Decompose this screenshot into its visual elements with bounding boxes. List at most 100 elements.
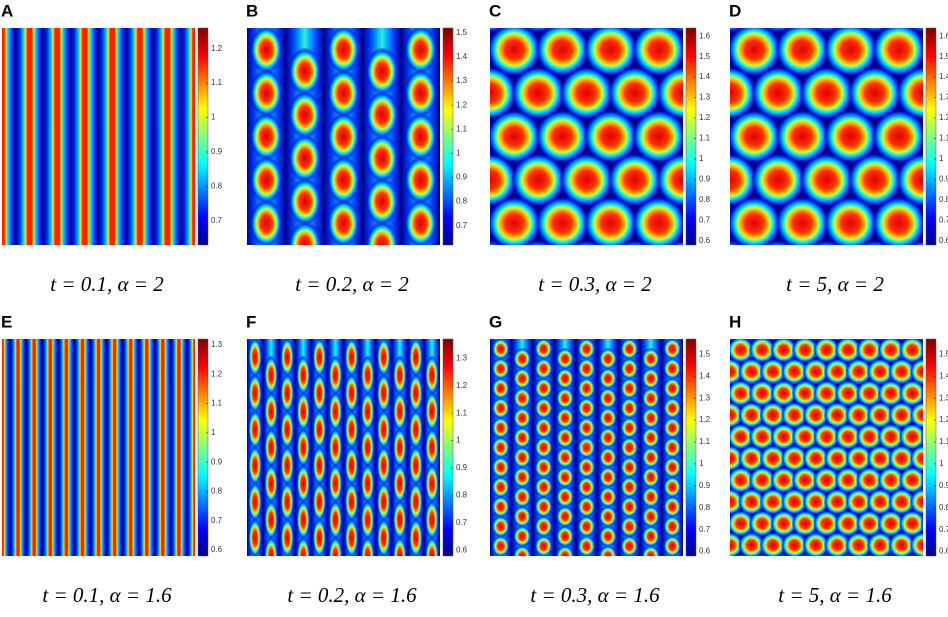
spot bbox=[909, 358, 923, 385]
spot bbox=[920, 341, 923, 358]
stripe bbox=[106, 339, 123, 556]
spot bbox=[296, 499, 311, 540]
spot bbox=[491, 397, 510, 419]
spot bbox=[781, 358, 808, 385]
spot bbox=[425, 355, 439, 396]
spot bbox=[280, 481, 294, 522]
spot bbox=[404, 199, 437, 245]
spot bbox=[409, 373, 423, 414]
spot bbox=[598, 466, 617, 488]
spot bbox=[765, 339, 781, 342]
spot bbox=[534, 456, 553, 479]
spot bbox=[631, 196, 683, 245]
spot bbox=[264, 355, 278, 396]
colorbar-tick-label: 1.4 bbox=[939, 72, 948, 81]
spot bbox=[620, 476, 639, 498]
panel-label: C bbox=[489, 1, 501, 20]
spot bbox=[535, 196, 590, 245]
colorbar-tick-label: 0.9 bbox=[456, 173, 468, 182]
spot bbox=[393, 391, 407, 432]
spot bbox=[250, 112, 283, 161]
spot bbox=[577, 456, 596, 479]
spot bbox=[738, 531, 765, 556]
spot bbox=[583, 109, 638, 164]
spot bbox=[920, 472, 923, 488]
spot bbox=[888, 531, 915, 556]
spot bbox=[583, 196, 638, 245]
colorbar-tick-label: 1.3 bbox=[939, 93, 948, 102]
colorbar-tick-label: 1.6 bbox=[699, 31, 711, 40]
colorbar-tick-label: 0.8 bbox=[699, 195, 711, 204]
spot bbox=[513, 407, 532, 429]
spot bbox=[511, 152, 566, 207]
spot bbox=[490, 153, 517, 207]
spot bbox=[534, 397, 553, 419]
spot bbox=[559, 152, 614, 207]
spot bbox=[425, 463, 439, 504]
spot bbox=[344, 409, 359, 450]
colorbar bbox=[442, 27, 454, 246]
spot bbox=[663, 339, 682, 360]
spot bbox=[365, 90, 399, 139]
spot bbox=[264, 536, 278, 556]
spot bbox=[775, 109, 830, 164]
spot bbox=[376, 373, 391, 414]
spot bbox=[845, 401, 872, 429]
spot bbox=[799, 152, 854, 207]
spot bbox=[775, 553, 792, 556]
heatmap bbox=[247, 28, 440, 245]
spot bbox=[620, 515, 639, 538]
caption: t = 0.1, α = 2 bbox=[50, 272, 164, 296]
colorbar-tick-label: 0.7 bbox=[456, 518, 468, 527]
spot bbox=[425, 391, 439, 432]
spot bbox=[856, 379, 883, 407]
spot bbox=[376, 445, 391, 486]
spot bbox=[556, 347, 575, 370]
colorbar bbox=[197, 27, 209, 246]
spot bbox=[856, 423, 883, 450]
spot bbox=[888, 401, 915, 429]
spot bbox=[556, 426, 575, 449]
spot bbox=[896, 153, 923, 207]
spot bbox=[534, 436, 553, 459]
caption: t = 5, α = 1.6 bbox=[778, 583, 892, 607]
spot bbox=[620, 357, 639, 380]
colorbar-tick-label: 1.3 bbox=[456, 353, 468, 362]
colorbar-tick-label: 1.1 bbox=[211, 78, 223, 87]
colorbar-tick-label: 0.6 bbox=[456, 546, 468, 555]
colorbar-tick-label: 0.7 bbox=[456, 221, 468, 230]
spot bbox=[491, 416, 510, 439]
spot bbox=[770, 339, 797, 364]
stripe bbox=[10, 339, 27, 556]
spot bbox=[344, 339, 359, 377]
spot bbox=[631, 28, 683, 77]
spot bbox=[823, 401, 851, 429]
spot bbox=[288, 90, 322, 139]
stripe bbox=[126, 28, 154, 245]
colorbar-tick-label: 1.2 bbox=[456, 100, 468, 109]
spot bbox=[288, 177, 322, 226]
heatmap bbox=[730, 339, 923, 556]
spot bbox=[376, 409, 391, 450]
spot bbox=[288, 134, 322, 183]
spot bbox=[577, 397, 596, 419]
spot bbox=[491, 357, 510, 380]
spot bbox=[280, 409, 294, 450]
spot bbox=[861, 553, 878, 556]
spot bbox=[823, 28, 878, 77]
caption: t = 0.1, α = 1.6 bbox=[42, 583, 172, 607]
spot bbox=[834, 423, 862, 450]
panel-label: G bbox=[489, 312, 502, 331]
spot bbox=[598, 387, 617, 410]
spot bbox=[759, 358, 787, 385]
stripe bbox=[2, 28, 16, 245]
spot bbox=[791, 423, 819, 450]
spot bbox=[888, 488, 915, 516]
colorbar-tick-label: 1 bbox=[456, 436, 461, 445]
colorbar bbox=[442, 338, 454, 557]
spot bbox=[663, 535, 682, 556]
spot bbox=[490, 196, 542, 245]
spot bbox=[920, 385, 923, 402]
spot bbox=[344, 445, 359, 486]
